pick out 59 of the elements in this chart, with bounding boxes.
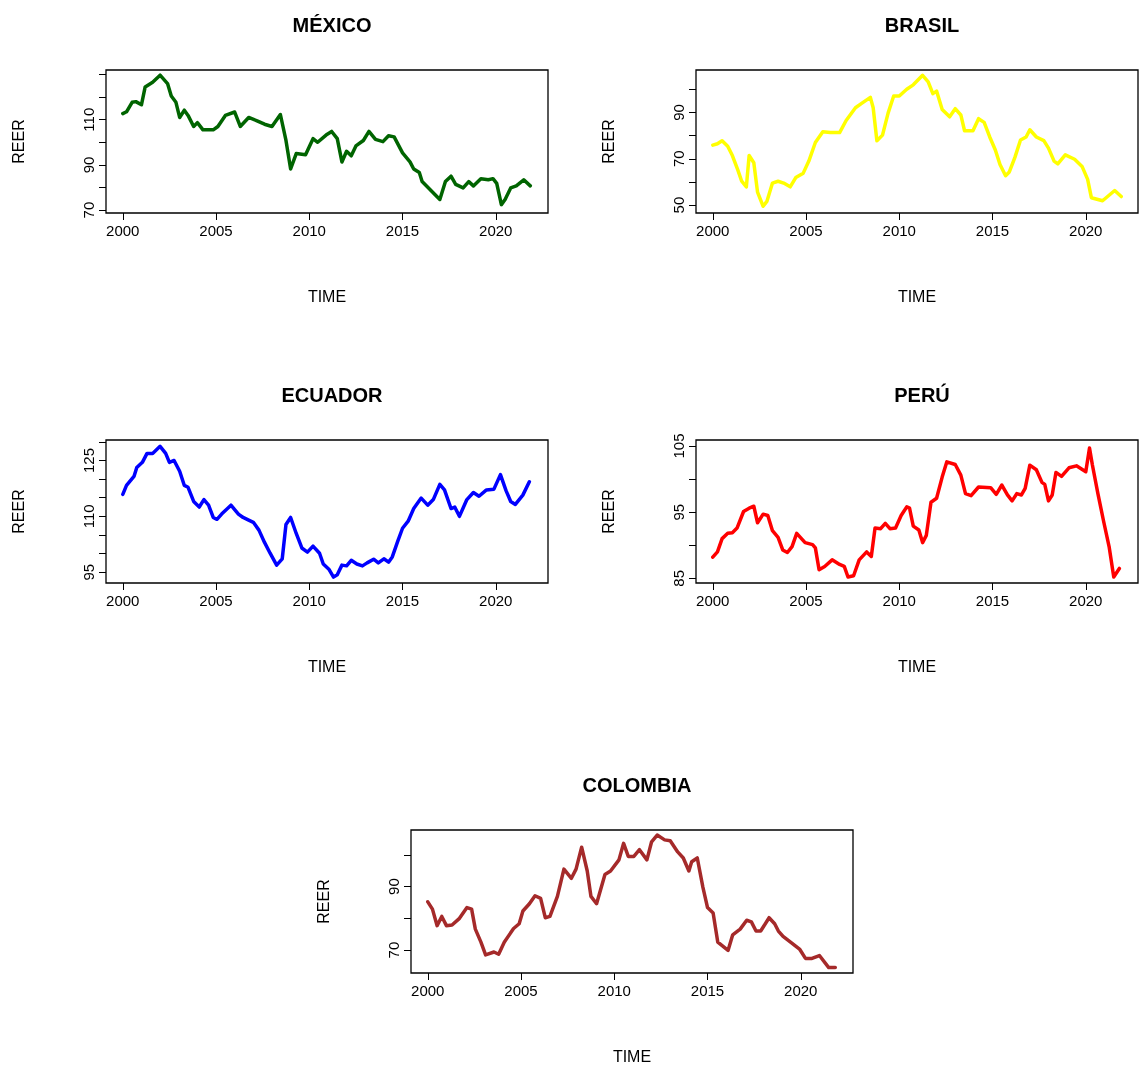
x-tick-label: 2015: [690, 982, 725, 999]
x-tick-label: 2005: [199, 222, 233, 239]
y-axis-title: REER: [9, 119, 27, 164]
x-tick-label: 2010: [882, 592, 916, 609]
y-tick-label: 95: [80, 563, 97, 581]
y-tick-label: 110: [80, 504, 97, 529]
chart-title: PERÚ: [894, 383, 950, 406]
x-axis-title: TIME: [612, 1047, 652, 1065]
line-series: [121, 73, 533, 207]
chart-title: ECUADOR: [281, 384, 384, 406]
x-tick-label: 2000: [106, 222, 140, 239]
line-series: [426, 833, 838, 970]
chart-title: COLOMBIA: [582, 774, 692, 796]
x-tick-label: 2010: [292, 592, 326, 609]
y-axis-title: REER: [314, 879, 332, 924]
x-tick-label: 2005: [504, 982, 538, 999]
y-tick-label: 95: [670, 503, 687, 521]
line-series: [121, 444, 532, 579]
x-tick-label: 2010: [597, 982, 631, 999]
y-tick-label: 70: [385, 941, 402, 959]
x-tick-label: 2000: [696, 222, 730, 239]
line-series: [711, 446, 1122, 579]
y-tick-label: 110: [80, 107, 97, 132]
chart-title: MÉXICO: [292, 14, 372, 36]
y-tick-label: 90: [80, 156, 97, 174]
y-tick-label: 50: [670, 196, 687, 214]
y-tick-label: 85: [670, 570, 687, 587]
x-tick-label: 2010: [292, 222, 326, 239]
x-tick-label: 2020: [479, 222, 513, 239]
x-tick-label: 2020: [479, 592, 513, 609]
x-tick-label: 2015: [385, 592, 420, 609]
x-axis-title: TIME: [307, 287, 347, 305]
x-axis-title: TIME: [897, 657, 937, 675]
x-tick-label: 2020: [1069, 222, 1103, 239]
x-tick-label: 2005: [199, 592, 233, 609]
x-tick-label: 2000: [106, 592, 140, 609]
x-axis-title: TIME: [897, 287, 937, 305]
y-tick-label: 90: [670, 104, 687, 121]
x-tick-label: 2015: [975, 222, 1010, 239]
y-axis-title: REER: [9, 489, 27, 534]
x-tick-label: 2005: [789, 222, 823, 239]
y-tick-label: 70: [80, 201, 97, 219]
y-axis-title: REER: [599, 489, 617, 534]
line-series: [711, 73, 1123, 209]
x-tick-label: 2005: [789, 592, 823, 609]
x-tick-label: 2020: [1069, 592, 1103, 609]
chart-title: BRASIL: [884, 14, 960, 36]
x-tick-label: 2015: [385, 222, 420, 239]
x-tick-label: 2000: [696, 592, 730, 609]
y-axis-title: REER: [599, 119, 617, 164]
x-tick-label: 2010: [882, 222, 916, 239]
y-tick-label: 125: [80, 447, 97, 473]
y-tick-label: 90: [385, 878, 402, 895]
x-axis-title: TIME: [307, 657, 347, 675]
y-tick-label: 105: [670, 433, 687, 459]
x-tick-label: 2020: [784, 982, 818, 999]
x-tick-label: 2000: [411, 982, 445, 999]
x-tick-label: 2015: [975, 592, 1010, 609]
y-tick-label: 70: [670, 150, 687, 168]
